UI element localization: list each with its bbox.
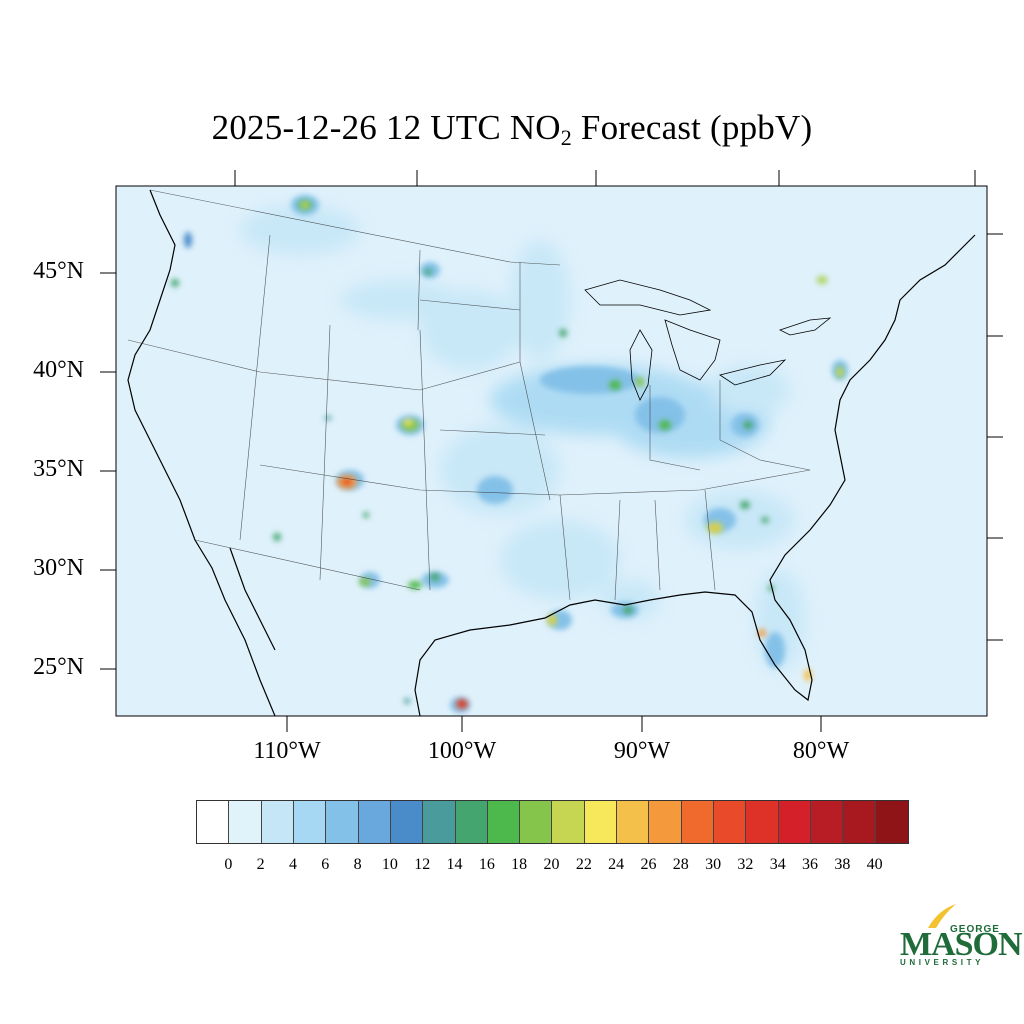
colorbar-swatch — [681, 801, 714, 843]
lat-label-35: 35°N — [33, 456, 84, 482]
colorbar-swatch — [326, 801, 359, 843]
colorbar-swatch — [746, 801, 779, 843]
lon-label-110w: 110°W — [253, 738, 321, 764]
colorbar-swatch — [649, 801, 682, 843]
lat-label-40: 40°N — [33, 357, 84, 383]
colorbar-swatch — [778, 801, 811, 843]
colorbar-swatch — [293, 801, 327, 843]
colorbar-tick-label: 38 — [834, 856, 851, 873]
colorbar-tick-label: 30 — [705, 856, 722, 873]
lat-label-30: 30°N — [33, 555, 84, 581]
no2-hotspots — [171, 200, 844, 709]
map-frame — [115, 185, 988, 717]
colorbar-swatch — [617, 801, 650, 843]
map-ticks — [100, 170, 1003, 732]
colorbar-swatch — [810, 801, 844, 843]
colorbar-swatch — [584, 801, 618, 843]
logo-mason-text: MASON — [900, 926, 1023, 963]
colorbar-tick-label: 10 — [381, 856, 398, 873]
colorbar-tick-label: 18 — [511, 856, 528, 873]
colorbar-tick-label: 22 — [575, 856, 592, 873]
colorbar-tick-label: 6 — [321, 856, 330, 873]
colorbar-swatch — [552, 801, 585, 843]
coastlines — [127, 189, 976, 716]
colorbar-swatch — [487, 801, 521, 843]
colorbar-swatch — [261, 801, 294, 843]
gmu-logo: MASON GEORGE UNIVERSITY — [898, 900, 1023, 970]
colorbar-tick-label: 36 — [802, 856, 819, 873]
colorbar-swatch — [714, 801, 747, 843]
state-borders — [127, 189, 811, 601]
colorbar-tick-label: 24 — [608, 856, 625, 873]
colorbar-swatch — [455, 801, 488, 843]
logo-university-text: UNIVERSITY — [900, 958, 985, 967]
colorbar-tick-label: 34 — [769, 856, 786, 873]
colorbar-swatch — [197, 801, 230, 843]
colorbar-swatch — [390, 801, 424, 843]
colorbar-swatch — [423, 801, 456, 843]
colorbar-tick-label: 40 — [866, 856, 883, 873]
colorbar-tick-label: 28 — [672, 856, 689, 873]
lon-label-90w: 90°W — [613, 738, 671, 764]
map-title: 2025-12-26 12 UTC NO2 Forecast (ppbV) — [211, 108, 813, 150]
colorbar-tick-label: 0 — [224, 856, 233, 873]
colorbar-tick-label: 4 — [288, 856, 297, 873]
no2-plumes-broad — [240, 205, 805, 670]
colorbar-swatch — [520, 801, 553, 843]
colorbar — [196, 800, 909, 844]
colorbar-swatch — [358, 801, 391, 843]
lon-label-80w: 80°W — [792, 738, 850, 764]
colorbar-swatch — [229, 801, 262, 843]
colorbar-tick-label: 26 — [640, 856, 657, 873]
logo-swoosh-icon — [928, 904, 956, 928]
colorbar-tick-label: 8 — [353, 856, 362, 873]
colorbar-swatch — [875, 801, 908, 843]
colorbar-tick-label: 20 — [543, 856, 560, 873]
lat-label-25: 25°N — [33, 654, 84, 680]
great-lakes — [584, 279, 832, 401]
colorbar-tick-label: 16 — [478, 856, 495, 873]
colorbar-tick-label: 12 — [414, 856, 431, 873]
lon-label-100w: 100°W — [427, 738, 497, 764]
colorbar-tick-label: 2 — [256, 856, 265, 873]
colorbar-tick-label: 14 — [446, 856, 463, 873]
colorbar-tick-label: 32 — [737, 856, 754, 873]
colorbar-swatch — [843, 801, 876, 843]
logo-george-text: GEORGE — [950, 924, 1000, 935]
lat-label-45: 45°N — [33, 258, 84, 284]
